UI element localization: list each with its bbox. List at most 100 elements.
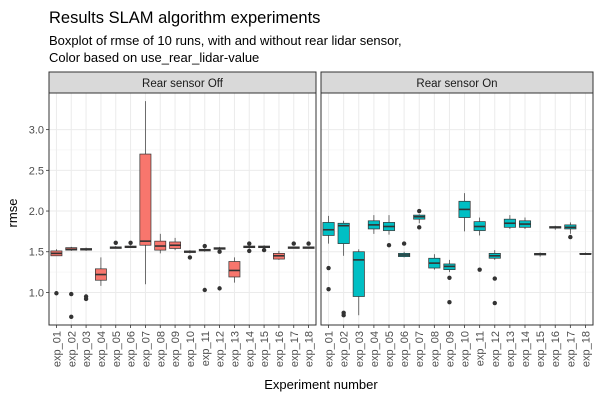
panel-background xyxy=(49,93,316,325)
box-exp_08 xyxy=(428,254,441,270)
box-exp_03 xyxy=(80,247,92,302)
box-exp_07 xyxy=(139,101,152,285)
x-tick-label: exp_15 xyxy=(259,331,271,367)
x-tick-label: exp_17 xyxy=(565,331,577,367)
outlier-point xyxy=(447,300,452,305)
panel-border xyxy=(48,92,317,326)
box-exp_17 xyxy=(287,241,300,249)
x-tick-label: exp_06 xyxy=(126,331,138,367)
box-exp_18 xyxy=(302,241,315,249)
x-tick-label: exp_08 xyxy=(429,331,441,367)
box-exp_15 xyxy=(258,245,270,253)
box-exp_17 xyxy=(564,222,577,240)
outlier-point xyxy=(492,276,497,281)
x-tick-label: exp_14 xyxy=(520,331,532,367)
panel-border xyxy=(320,92,594,326)
box-exp_16 xyxy=(549,225,562,230)
x-tick-label: exp_03 xyxy=(354,331,366,367)
box-exp_15 xyxy=(534,252,547,257)
box-exp_02 xyxy=(337,220,350,318)
outlier-point xyxy=(341,313,346,318)
box-exp_02 xyxy=(65,246,78,320)
box-exp_08 xyxy=(154,233,167,254)
y-axis-label: rmse xyxy=(5,199,20,228)
box-exp_06 xyxy=(398,241,411,258)
y-tick-label: 3.0 xyxy=(29,125,44,137)
box-exp_09 xyxy=(169,237,181,251)
box-exp_11 xyxy=(473,217,486,272)
x-tick-label: exp_01 xyxy=(324,331,336,367)
x-tick-label: exp_03 xyxy=(81,331,93,367)
x-tick-label: exp_16 xyxy=(550,331,562,367)
x-tick-label: exp_18 xyxy=(304,331,316,367)
outlier-point xyxy=(187,255,193,260)
box-iqr xyxy=(139,153,152,246)
x-tick-label: exp_10 xyxy=(185,331,197,367)
box-exp_13 xyxy=(503,215,516,229)
outlier-point xyxy=(477,267,482,272)
outlier-point xyxy=(247,241,252,246)
box-exp_05 xyxy=(382,215,396,248)
box-exp_04 xyxy=(95,257,107,286)
x-tick-label: exp_11 xyxy=(200,331,212,366)
box-exp_13 xyxy=(228,257,241,283)
outlier-point xyxy=(568,234,573,240)
x-tick-label: exp_09 xyxy=(170,331,182,367)
chart-subtitle-line-1: Boxplot of rmse of 10 runs, with and wit… xyxy=(49,33,402,48)
x-tick-label: exp_12 xyxy=(215,331,227,367)
outlier-point xyxy=(326,286,331,292)
x-tick-label: exp_12 xyxy=(490,331,502,367)
outlier-point xyxy=(417,208,422,214)
outlier-point xyxy=(306,241,311,246)
x-tick-label: exp_02 xyxy=(339,331,351,367)
box-exp_04 xyxy=(367,215,380,234)
box-exp_03 xyxy=(352,249,365,316)
outlier-point xyxy=(128,240,133,245)
x-tick-label: exp_02 xyxy=(66,331,78,367)
x-tick-label: exp_15 xyxy=(535,331,547,367)
box-exp_10 xyxy=(458,193,471,232)
outlier-point xyxy=(69,314,74,320)
box-exp_10 xyxy=(184,250,196,260)
box-exp_07 xyxy=(413,208,426,230)
x-tick-label: exp_18 xyxy=(580,331,592,367)
x-tick-label: exp_10 xyxy=(460,331,472,367)
panel-background xyxy=(321,93,593,325)
x-tick-label: exp_07 xyxy=(414,331,426,367)
box-iqr xyxy=(228,261,241,278)
facet-strip-label: Rear sensor Off xyxy=(142,78,224,90)
box-exp_06 xyxy=(124,240,137,249)
outlier-point xyxy=(217,249,222,254)
box-exp_18 xyxy=(579,252,592,255)
x-axis-label: Experiment number xyxy=(264,377,378,392)
outlier-point xyxy=(326,265,331,271)
x-tick-label: exp_08 xyxy=(155,331,167,367)
box-iqr xyxy=(352,251,365,297)
box-exp_12 xyxy=(213,246,226,291)
x-tick-label: exp_05 xyxy=(111,331,123,367)
chart-title: Results SLAM algorithm experiments xyxy=(49,9,320,27)
x-tick-label: exp_09 xyxy=(444,331,456,367)
x-tick-label: exp_01 xyxy=(51,331,63,367)
y-tick-label: 2.5 xyxy=(29,165,44,177)
x-tick-label: exp_17 xyxy=(289,331,301,367)
outlier-point xyxy=(386,243,392,248)
outlier-point xyxy=(83,296,89,302)
chart-subtitle-line-2: Color based on use_rear_lidar-value xyxy=(49,50,259,65)
x-tick-label: exp_04 xyxy=(96,331,108,367)
outlier-point xyxy=(492,300,497,306)
x-tick-label: exp_13 xyxy=(505,331,517,367)
y-tick-label: 2.0 xyxy=(29,206,44,218)
box-exp_09 xyxy=(443,259,456,305)
x-tick-label: exp_16 xyxy=(274,331,286,367)
box-iqr xyxy=(322,222,335,236)
box-exp_14 xyxy=(243,241,256,254)
outlier-point xyxy=(291,241,296,246)
outlier-point xyxy=(217,286,222,291)
outlier-point xyxy=(247,248,252,254)
